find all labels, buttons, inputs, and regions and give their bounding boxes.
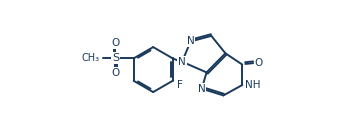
Text: N: N [187, 36, 194, 46]
Text: N: N [198, 84, 206, 94]
Text: O: O [111, 38, 120, 48]
Text: N: N [178, 57, 186, 67]
Text: O: O [255, 58, 263, 68]
Text: S: S [112, 53, 119, 63]
Text: O: O [111, 68, 120, 78]
Text: NH: NH [245, 80, 260, 90]
Text: F: F [176, 80, 182, 90]
Text: CH₃: CH₃ [81, 53, 99, 63]
